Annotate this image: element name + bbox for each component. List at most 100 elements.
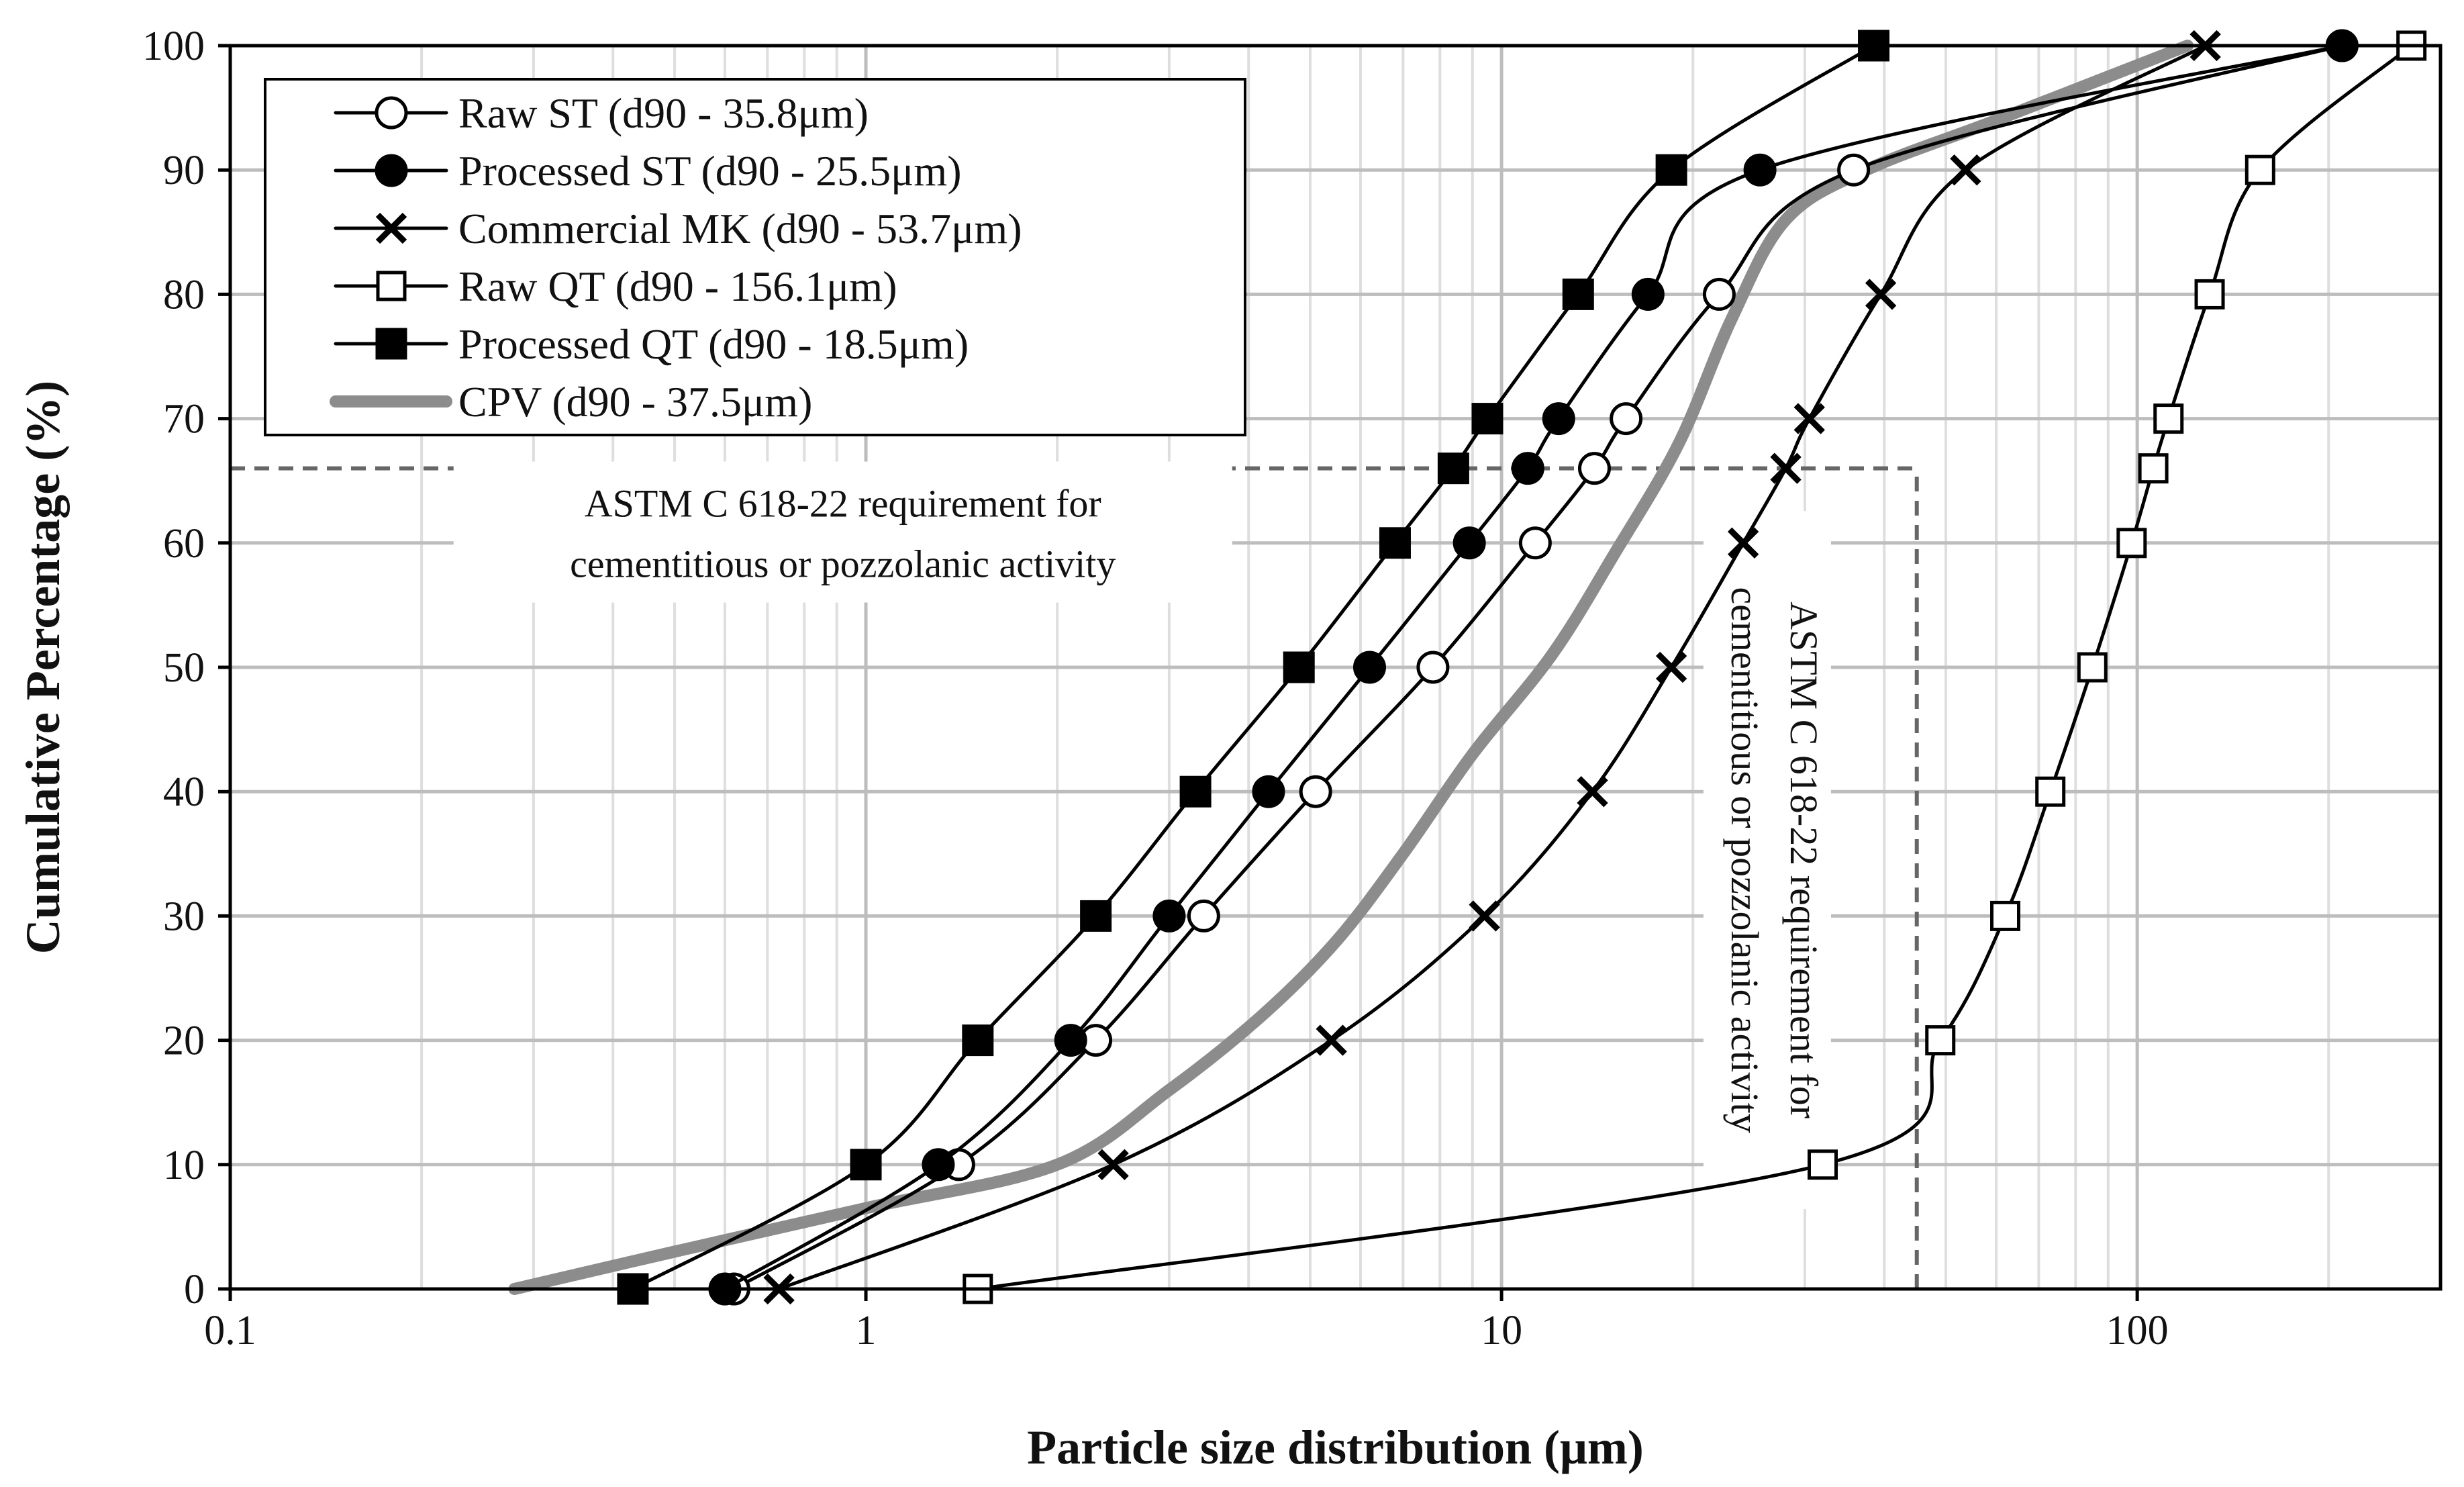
legend-entry-1: Raw ST (d90 - 35.8μm) [334,89,869,137]
series-4-line [976,44,2414,1291]
series-3-point-11 [1950,154,1981,186]
legend-entry-2: Processed ST (d90 - 25.5μm) [334,147,962,195]
x-axis-title: Particle size distribution (μm) [1027,1421,1644,1474]
series-2-point-8 [1511,452,1544,485]
y-tick-label: 60 [163,521,205,567]
annotation-vertical-line-1: ASTM C 618-22 requirement for [1782,602,1826,1118]
series-2-point-5 [1252,775,1285,808]
legend-entry-3: Commercial MK (d90 - 53.7μm) [334,205,1022,252]
series-4-point-10 [2194,279,2225,309]
series-3 [763,30,2221,1305]
annotation-vertical-line-2: cementitious or pozzolanic activity [1723,587,1767,1133]
legend-entry-5: Processed QT (d90 - 18.5μm) [334,320,969,368]
legend-swatch-marker [375,212,407,244]
series-2-point-7 [1452,526,1486,560]
series-1-point-11 [1837,153,1871,187]
legend-swatch-marker [376,271,407,301]
series-1-point-6 [1416,651,1450,684]
series-3-point-2 [1097,1149,1129,1180]
annotation-background [453,461,1232,603]
x-tick-label: 100 [2106,1308,2169,1353]
y-tick-label: 50 [163,645,205,691]
series-5-point-10 [1562,278,1594,310]
y-tick-label: 80 [163,272,205,318]
series-6 [508,40,2194,1295]
series-1-point-10 [1702,277,1736,311]
legend-swatch-marker [375,96,408,130]
series-1-point-8 [1577,452,1611,485]
x-tick-label: 10 [1481,1308,1522,1353]
y-tick-label: 30 [163,894,205,939]
series-1-point-9 [1610,402,1643,436]
legend-swatch-marker [375,154,408,187]
legend-swatch-marker [375,328,407,360]
series-4-point-9 [2153,403,2184,434]
series-5-point-9 [1471,403,1504,435]
y-tick-label: 100 [142,23,205,69]
series-1-point-4 [1187,899,1220,932]
annotation-horizontal-line-2: cementitious or pozzolanic activity [570,542,1116,586]
series-5-point-8 [1437,452,1469,485]
legend-entry-6: CPV (d90 - 37.5μm) [330,378,812,426]
legend-label: Processed QT (d90 - 18.5μm) [458,320,969,368]
series-6-line [508,40,2194,1295]
legend-label: Processed ST (d90 - 25.5μm) [458,147,962,195]
series-4-point-3 [1925,1025,1956,1056]
legend-label: Raw QT (d90 - 156.1μm) [458,262,897,310]
series-2-point-4 [1152,899,1186,932]
series-4-point-7 [2116,528,2147,559]
reference-lines [230,466,1919,1289]
y-tick-label: 90 [163,148,205,193]
series-2-point-6 [1352,651,1386,684]
series-5-point-6 [1283,651,1315,683]
annotations: ASTM C 618-22 requirement for cementitiou… [453,461,1831,1210]
legend-label: Commercial MK (d90 - 53.7μm) [458,205,1022,252]
y-tick-label: 20 [163,1018,205,1064]
series-4-point-5 [2035,776,2066,807]
x-tick-label: 1 [856,1308,877,1353]
series-4-point-2 [1807,1149,1838,1180]
y-tick-label: 40 [163,769,205,815]
y-tick-label: 70 [163,397,205,442]
series-1-point-7 [1518,526,1552,560]
y-tick-label: 0 [184,1267,205,1312]
series-3-point-3 [1316,1024,1347,1056]
legend-entry-4: Raw QT (d90 - 156.1μm) [334,262,897,310]
series-5-point-5 [1179,775,1212,808]
series-3-point-10 [1865,279,1897,310]
series-5-point-7 [1379,527,1411,559]
series-5-point-3 [962,1024,994,1057]
series-2-line [723,44,2344,1291]
annotation-horizontal-line-1: ASTM C 618-22 requirement for [585,482,1101,526]
series-4-point-8 [2138,453,2169,484]
y-axis-title: Cumulative Percentage (%) [16,381,70,954]
series-4-point-11 [2245,154,2275,185]
series-3-point-7 [1727,527,1759,559]
series-5-point-4 [1080,900,1112,932]
y-tick-label: 10 [163,1143,205,1188]
legend-label: Raw ST (d90 - 35.8μm) [458,89,869,137]
series-2 [708,29,2359,1306]
x-tick-label: 0.1 [204,1308,256,1353]
series-4-point-6 [2077,652,2108,683]
series-1-point-5 [1299,775,1332,808]
series-4-point-4 [1990,900,2021,931]
annotation-vertical: ASTM C 618-22 requirement for cementitiou… [1703,511,1831,1210]
series-2-point-2 [922,1148,955,1182]
series-2-point-10 [1631,277,1665,311]
series-3-point-5 [1577,776,1608,808]
series-2-point-3 [1054,1024,1087,1057]
series-3-point-8 [1770,452,1802,484]
series-3-point-9 [1793,403,1825,434]
axes: 0.1 1 10 100 0 10 20 30 40 50 60 70 80 90 100 [142,23,2443,1353]
legend: Raw ST (d90 - 35.8μm) Processed ST (d90 -… [264,78,1246,436]
series-2-point-11 [1743,153,1777,187]
series-2-point-9 [1542,402,1575,436]
series-3-point-4 [1469,900,1500,932]
series-5-line [631,44,1876,1291]
series-3-point-6 [1655,651,1687,683]
legend-label: CPV (d90 - 37.5μm) [458,378,812,426]
annotation-background [1703,511,1831,1210]
series-5-point-11 [1655,154,1687,186]
